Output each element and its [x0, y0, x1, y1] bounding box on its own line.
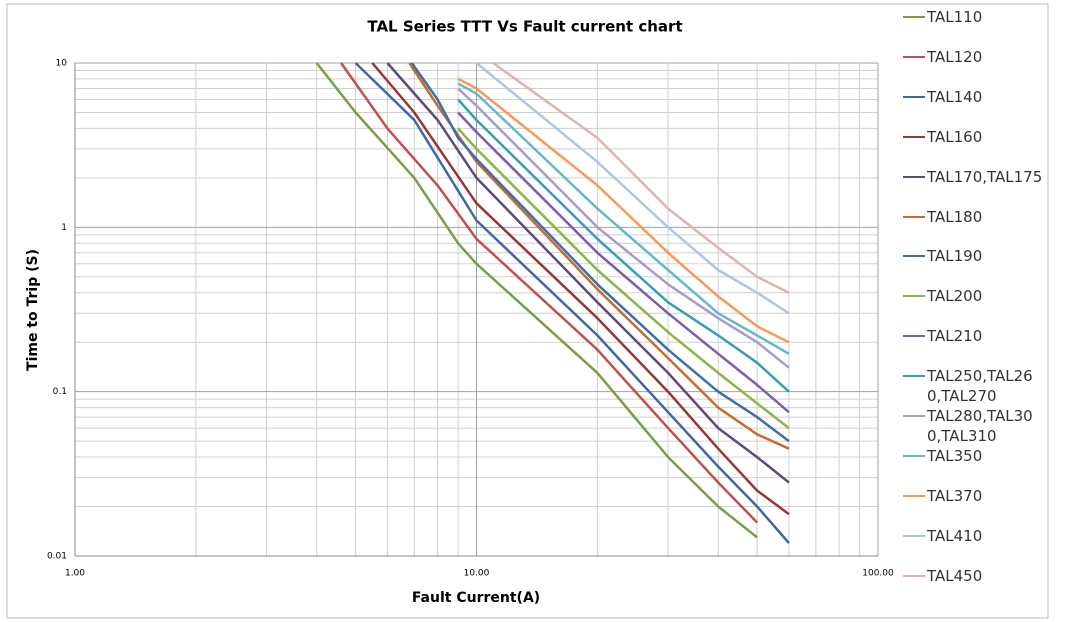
legend-swatch: [903, 494, 925, 497]
series-line: [457, 98, 790, 393]
series-line: [457, 82, 790, 355]
legend-item: TAL350: [903, 446, 1053, 466]
legend-swatch: [903, 175, 925, 178]
legend-swatch: [903, 215, 925, 218]
legend-item: TAL140: [903, 87, 1053, 107]
series-line: [457, 111, 790, 414]
series-line: [457, 127, 790, 430]
legend-item: TAL250,TAL260,TAL270: [903, 366, 1053, 406]
legend-swatch: [903, 16, 925, 18]
y-tick-label: 0.1: [53, 387, 67, 397]
legend-swatch: [903, 55, 925, 58]
legend-item: TAL160: [903, 127, 1053, 147]
legend-swatch: [903, 375, 925, 378]
legend-label: TAL180: [927, 207, 983, 226]
legend-swatch: [903, 415, 925, 417]
legend-label: TAL110: [927, 8, 983, 26]
series-line: [371, 62, 790, 516]
legend-item: TAL370: [903, 486, 1053, 506]
legend-label: TAL120: [927, 47, 983, 66]
series-line: [408, 62, 790, 450]
series-line: [354, 62, 790, 544]
chart-title: TAL Series TTT Vs Fault current chart: [367, 18, 682, 36]
legend-label: TAL350: [927, 446, 983, 465]
legend-label: TAL410: [927, 526, 983, 545]
legend-item: TAL210: [903, 326, 1053, 346]
y-tick-label: 0.01: [47, 552, 67, 562]
legend-item: TAL190: [903, 246, 1053, 266]
legend-label: TAL370: [927, 486, 983, 505]
x-tick-label: 1.00: [65, 569, 85, 579]
series-line: [340, 62, 758, 524]
legend-label: TAL200: [927, 287, 983, 306]
legend-item: TAL410: [903, 526, 1053, 546]
legend-swatch: [903, 95, 925, 98]
series-line: [410, 62, 790, 443]
legend-swatch: [903, 295, 925, 298]
x-tick-label: 100.00: [862, 569, 894, 579]
y-tick-label: 1: [61, 223, 67, 233]
series-line: [315, 62, 758, 539]
y-axis-title: Time to Trip (S): [25, 249, 41, 371]
legend-item: TAL180: [903, 207, 1053, 227]
x-tick-label: 10.00: [464, 569, 490, 579]
legend-swatch: [903, 454, 925, 457]
legend-swatch: [903, 135, 925, 138]
legend-label: TAL170,TAL175: [927, 167, 1043, 186]
series-line: [386, 62, 790, 484]
legend-item: TAL450: [903, 566, 1053, 586]
series-line: [457, 87, 790, 369]
legend-item: TAL170,TAL175: [903, 167, 1053, 187]
legend-label: TAL250,TAL260,TAL270: [927, 367, 1033, 406]
legend-label: TAL190: [927, 247, 983, 266]
y-tick-label: 10: [56, 59, 68, 69]
legend-item: TAL280,TAL300,TAL310: [903, 406, 1053, 446]
legend-label: TAL210: [927, 327, 983, 346]
legend-item: TAL110: [903, 7, 1053, 27]
legend-label: TAL450: [927, 566, 983, 585]
legend-swatch: [903, 255, 925, 258]
legend-swatch: [903, 534, 925, 537]
legend-label: TAL140: [927, 87, 983, 106]
x-axis-title: Fault Current(A): [412, 590, 540, 606]
series-line: [457, 77, 790, 344]
series-line: [492, 61, 790, 294]
legend-swatch: [903, 335, 925, 338]
legend-swatch: [903, 574, 925, 577]
series-line: [475, 62, 790, 315]
legend-item: TAL200: [903, 286, 1053, 306]
legend-label: TAL160: [927, 127, 983, 146]
legend-label: TAL280,TAL300,TAL310: [927, 407, 1033, 445]
legend-item: TAL120: [903, 47, 1053, 67]
